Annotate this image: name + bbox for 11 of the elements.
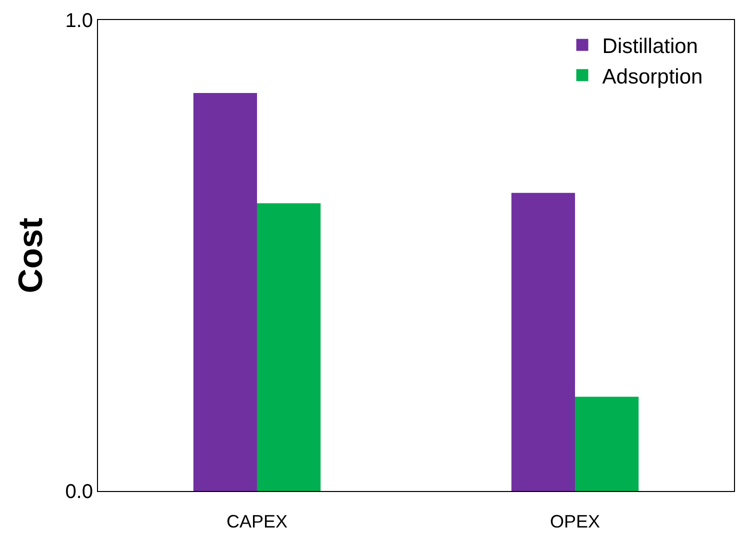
legend-label: Distillation <box>602 35 698 58</box>
bar <box>257 203 321 491</box>
x-tick-label: OPEX <box>550 512 600 532</box>
legend-label: Adsorption <box>602 65 703 88</box>
y-tick-label: 1.0 <box>65 10 93 32</box>
x-tick-label: CAPEX <box>226 512 288 532</box>
y-tick-label: 0.0 <box>65 481 93 503</box>
y-axis-title: Cost <box>12 218 50 294</box>
bar <box>193 93 257 491</box>
bar <box>511 192 575 491</box>
bar <box>575 396 639 491</box>
